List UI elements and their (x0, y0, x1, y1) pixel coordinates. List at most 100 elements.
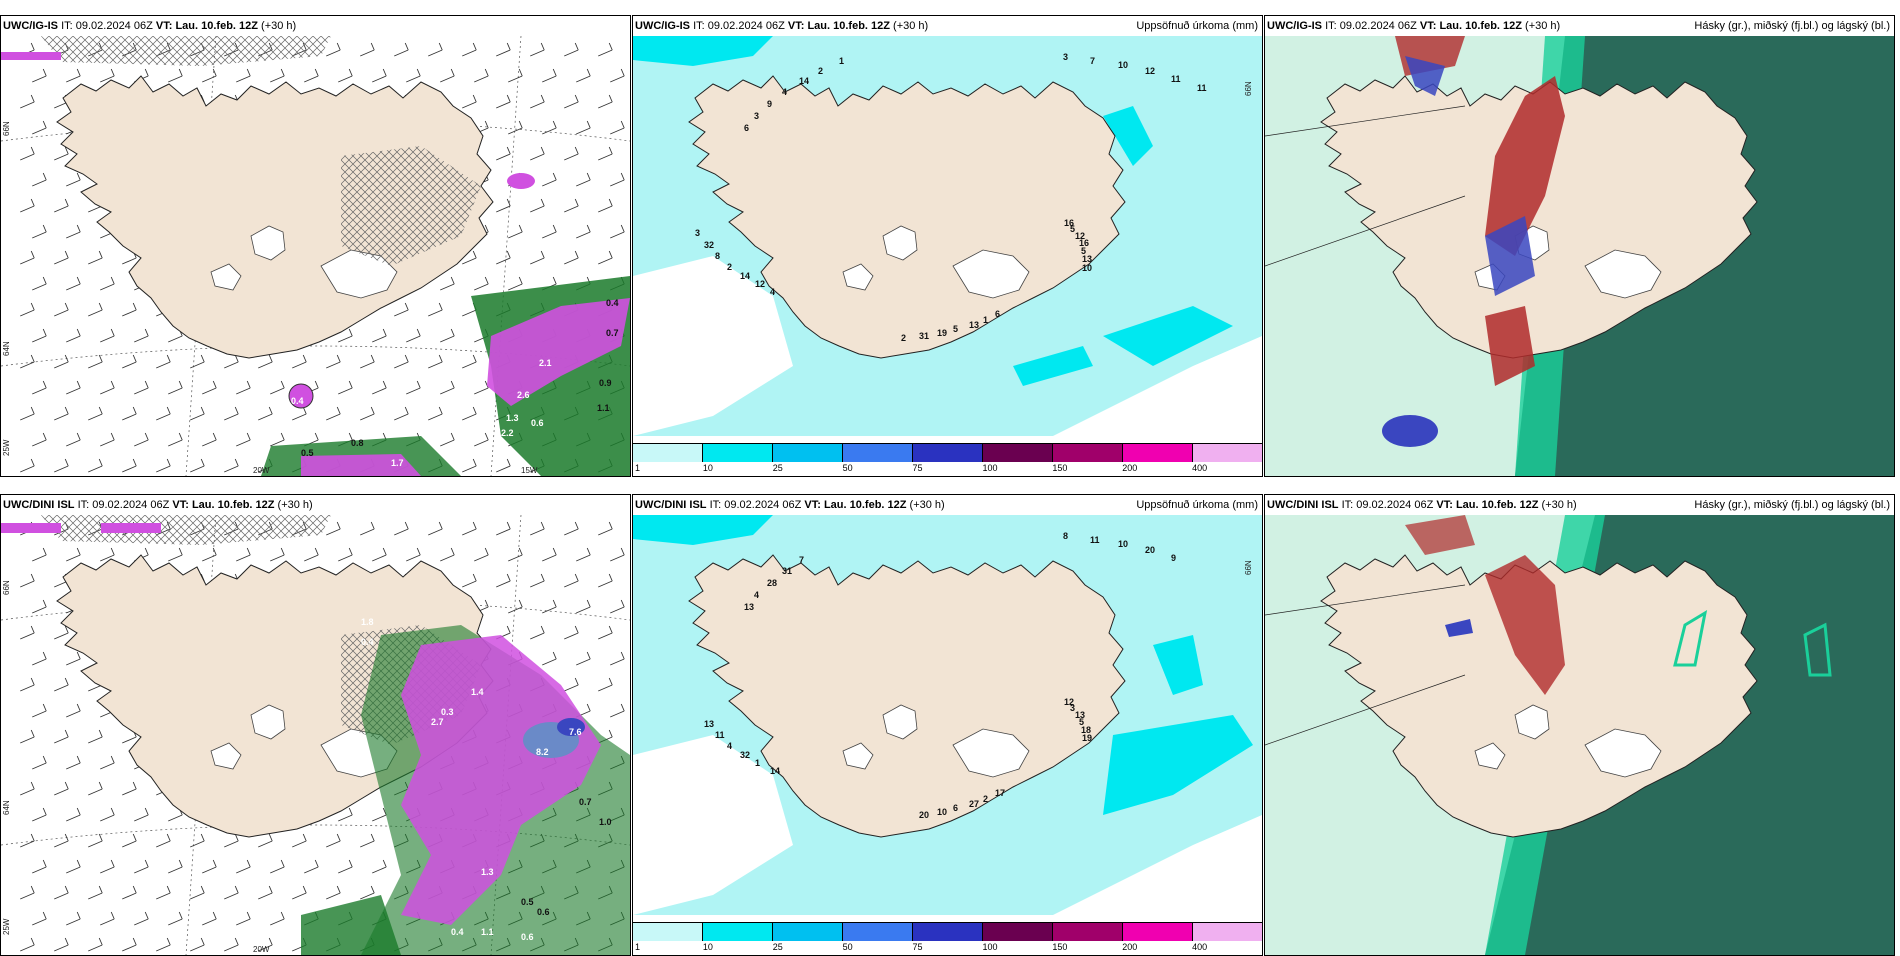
value-label: 11 (1197, 83, 1207, 93)
map-area[interactable]: 16 6 4 6 3 5 1 12 3 7 12 13 14 9 10 16 5 2 4 12 5 19 8 14 11 13 31… (633, 36, 1262, 444)
it-value: 09.02.2024 06Z (75, 20, 153, 32)
legend-swatch (703, 444, 773, 462)
value-label: 28 (767, 578, 777, 588)
it-label: IT: (1325, 20, 1337, 32)
value-label: 1.1 (597, 403, 610, 413)
legend-swatch (1193, 923, 1262, 941)
map-area[interactable]: 12 17 14 13 8 3 2 1 4 11 13 27 32 28 10 5 6 4 31 20 18 10 11 7 9… (633, 515, 1262, 923)
panel-header: UWC/DINI ISL IT: 09.02.2024 06Z VT: Lau.… (1265, 495, 1894, 515)
panel-dini-wind[interactable]: UWC/DINI ISL IT: 09.02.2024 06Z VT: Lau.… (0, 494, 631, 956)
panel-header: UWC/DINI ISL IT: 09.02.2024 06Z VT: Lau.… (1, 495, 630, 515)
value-label: 11 (1090, 535, 1100, 545)
precip-area-magenta (487, 298, 630, 406)
value-label: 2 (818, 66, 823, 76)
legend-label: 75 (912, 463, 923, 473)
panel-igis-wind[interactable]: UWC/IG-IS IT: 09.02.2024 06Z VT: Lau. 10… (0, 15, 631, 477)
legend-swatch (913, 444, 983, 462)
legend-cells (633, 923, 1262, 941)
axis-label: 64N (2, 341, 11, 356)
value-label: 3 (754, 111, 759, 121)
legend-swatch (633, 444, 703, 462)
panel-igis-precip[interactable]: UWC/IG-IS IT: 09.02.2024 06Z VT: Lau. 10… (632, 15, 1263, 477)
value-label: 19 (937, 328, 947, 338)
value-label: 13 (704, 719, 714, 729)
axis-label: 66N (2, 580, 11, 595)
cloud-low (1405, 56, 1445, 96)
it-label: IT: (693, 20, 705, 32)
value-label: 10 (1118, 539, 1128, 549)
lead-time: (+30 h) (909, 499, 945, 511)
value-label: 0.6 (521, 932, 534, 942)
dry-area (633, 735, 793, 915)
map-area[interactable]: 1.8 0.4 0.3 1.4 2.7 7.6 8.2 0.7 1.0 1.3 0.5 0.6 1.1 0… (1, 515, 630, 955)
value-label: 31 (919, 331, 929, 341)
axis-label: 15W (521, 466, 538, 475)
it-label: IT: (61, 20, 73, 32)
value-label: 27 (969, 799, 979, 809)
glacier-outline (210, 263, 242, 291)
legend-swatch (843, 923, 913, 941)
panel-dini-cloud[interactable]: UWC/DINI ISL IT: 09.02.2024 06Z VT: Lau.… (1264, 494, 1895, 956)
axis-label: 25W (2, 918, 11, 935)
value-label: 14 (770, 766, 780, 776)
vt-label: VT: (787, 20, 805, 32)
value-label: 5 (953, 324, 958, 334)
value-label: 7.6 (569, 727, 582, 737)
value-label: 32 (704, 240, 714, 250)
vt-value: Lau. 10.feb. 12Z (823, 499, 907, 511)
precip-field-mid (1103, 306, 1233, 366)
vt-label: VT: (1419, 20, 1437, 32)
legend-label: 10 (702, 463, 713, 473)
precip-field-mid (633, 515, 773, 545)
value-label: 6 (744, 123, 749, 133)
legend-label: 50 (842, 463, 853, 473)
land (1320, 75, 1758, 359)
value-label: 2.6 (517, 390, 530, 400)
model-name: UWC/IG-IS (1267, 20, 1322, 32)
vt-label: VT: (1436, 499, 1453, 511)
vt-label: VT: (172, 499, 189, 511)
lead-time: (+30 h) (1541, 499, 1577, 511)
lead-time: (+30 h) (261, 20, 297, 32)
axis-labels: 66N (1244, 81, 1253, 96)
map-area[interactable] (1265, 515, 1894, 955)
value-label: 2 (983, 794, 988, 804)
legend-label: 100 (982, 463, 998, 473)
value-labels: 1.80.40.31.42.77.68.20.71.01.30.50.61.10… (361, 617, 612, 942)
graticule-line (1265, 105, 1466, 137)
land (56, 75, 494, 359)
panel-dini-precip[interactable]: UWC/DINI ISL IT: 09.02.2024 06Z VT: Lau.… (632, 494, 1263, 956)
map-area[interactable]: 0.4 0.7 2.1 2.6 1.3 1.1 0.4 0.8 0.5 1.7 0.6 2.2 0.9 6… (1, 36, 630, 476)
precip-field-mid (1013, 346, 1093, 386)
value-label: 1 (983, 315, 988, 325)
value-label: 3 (695, 228, 700, 238)
legend-labels: 1 10 25 50 75 100 150 200 400 (633, 942, 1262, 954)
it-value: 09.02.2024 06Z (92, 499, 170, 511)
land (688, 554, 1126, 838)
value-label: 4 (727, 741, 732, 751)
legend-swatch (633, 923, 703, 941)
value-label: 8 (1063, 531, 1068, 541)
it-label: IT: (709, 499, 722, 511)
precip-area-magenta (401, 635, 601, 925)
legend-label: 200 (1122, 463, 1138, 473)
value-label: 12 (1064, 697, 1074, 707)
map-area[interactable] (1265, 36, 1894, 476)
vt-value: Lau. 10.feb. 12Z (1455, 499, 1539, 511)
axis-label: 64N (2, 800, 11, 815)
value-label: 4 (754, 590, 759, 600)
value-label: 4 (770, 287, 775, 297)
panel-igis-cloud[interactable]: UWC/IG-IS IT: 09.02.2024 06Z VT: Lau. 10… (1264, 15, 1895, 477)
axis-label: 66N (1244, 560, 1253, 575)
it-label: IT: (77, 499, 90, 511)
value-label: 1.3 (481, 867, 494, 877)
value-label: 20 (919, 810, 929, 820)
value-label: 9 (767, 99, 772, 109)
value-label: 16 (1064, 218, 1074, 228)
value-label: 0.7 (579, 797, 592, 807)
value-label: 8.2 (536, 747, 549, 757)
glacier-outline (1584, 728, 1662, 778)
cloud-low (1445, 619, 1473, 637)
it-value: 09.02.2024 06Z (1339, 20, 1417, 32)
cloud-mid (1485, 76, 1565, 256)
